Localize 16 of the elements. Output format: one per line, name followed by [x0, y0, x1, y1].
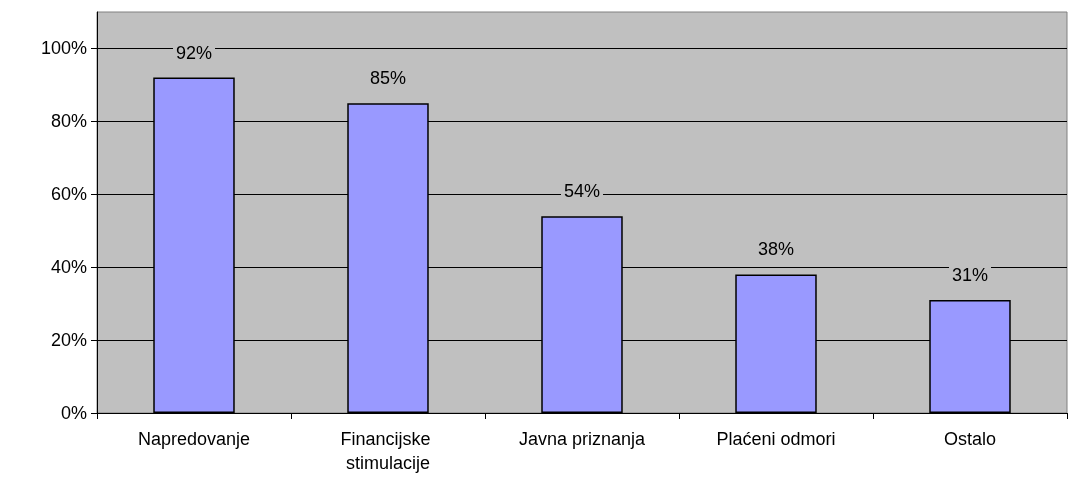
- data-label: 38%: [757, 239, 795, 260]
- data-label: 92%: [175, 42, 213, 63]
- data-label: 31%: [951, 264, 989, 285]
- x-tick-label: Javna priznanja: [518, 429, 647, 449]
- y-tick-label: 100%: [40, 38, 87, 59]
- y-tick-label: 80%: [50, 111, 87, 132]
- y-tick-label: 0%: [60, 403, 87, 423]
- y-tick-label: 20%: [50, 330, 87, 351]
- data-label: 54%: [563, 181, 601, 202]
- x-tick-label: Ostalo: [943, 429, 997, 449]
- x-tick-label: Plaćeni odmori: [716, 429, 836, 449]
- x-tick-label: Financijske stimulacije: [340, 429, 436, 473]
- data-label: 85%: [369, 68, 407, 89]
- y-tick-label: 60%: [50, 184, 87, 205]
- y-tick-label: 40%: [50, 257, 87, 278]
- x-tick-label: Napredovanje: [137, 429, 251, 449]
